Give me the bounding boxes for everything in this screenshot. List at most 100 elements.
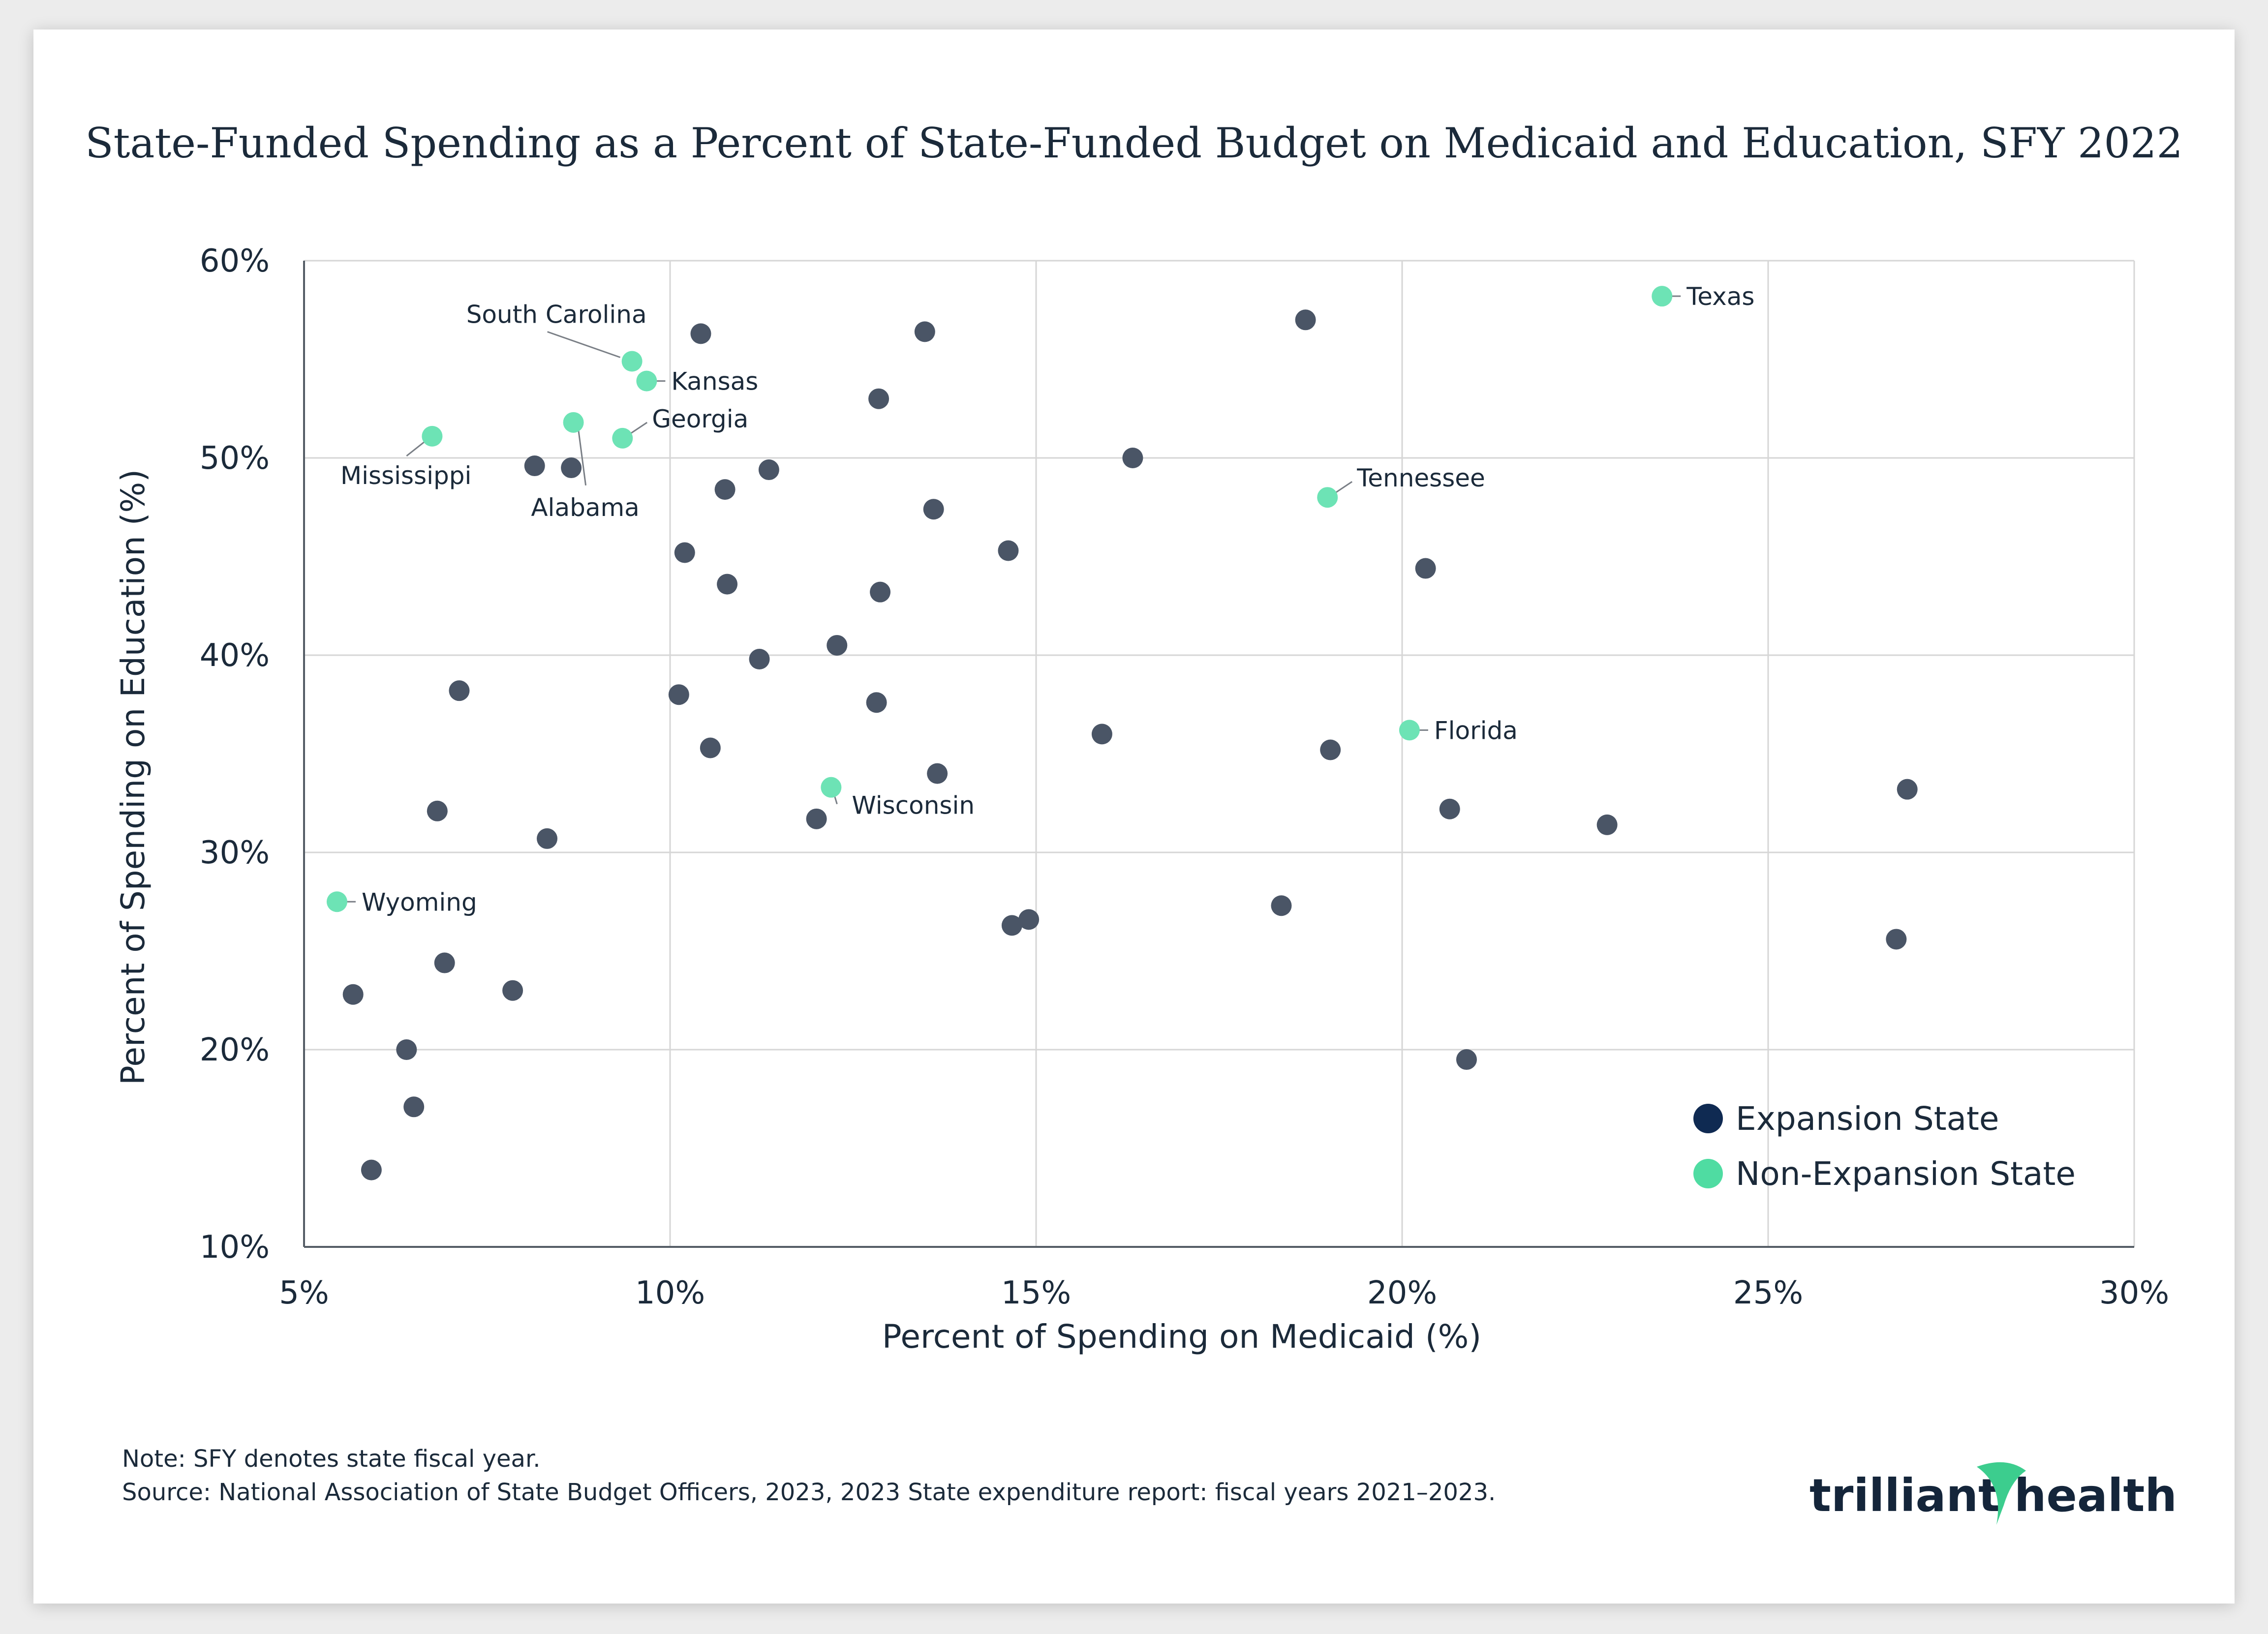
point-wyoming [326, 891, 347, 912]
logo-swoosh-icon [1977, 1462, 2026, 1525]
chart-title: State-Funded Spending as a Percent of St… [85, 119, 2183, 167]
point-expansion-state [502, 980, 523, 1001]
point-expansion-state [749, 649, 770, 670]
point-expansion-state [434, 952, 455, 973]
y-axis-label: Percent of Spending on Education (%) [114, 469, 152, 1085]
point-expansion-state [427, 800, 448, 821]
point-expansion-state [1295, 309, 1316, 331]
y-tick-label: 40% [200, 637, 270, 674]
point-expansion-state [717, 574, 738, 595]
label-alabama: Alabama [531, 493, 639, 522]
legend-expansion-marker [1693, 1104, 1723, 1133]
x-tick-label: 20% [1367, 1275, 1437, 1311]
point-expansion-state [537, 828, 558, 849]
point-expansion-state [1415, 558, 1436, 579]
y-tick-label: 30% [200, 835, 270, 871]
point-expansion-state [396, 1039, 417, 1060]
x-tick-label: 25% [1733, 1275, 1803, 1311]
point-georgia [612, 427, 633, 449]
point-expansion-state [806, 808, 827, 829]
gridlines [304, 260, 2135, 1247]
y-tick-label: 10% [200, 1229, 270, 1266]
y-tick-label: 20% [200, 1032, 270, 1068]
label-texas: Texas [1686, 282, 1754, 311]
x-axis-label: Percent of Spending on Medicaid (%) [882, 1318, 1481, 1356]
note-text: Note: SFY denotes state fiscal year. [122, 1445, 541, 1473]
point-expansion-state [1091, 724, 1112, 745]
tick-labels: 5% 10% 15% 20% 25% 30%10%20%30%40%50%60% [200, 243, 2169, 1311]
label-mississippi: Mississippi [340, 461, 471, 490]
point-expansion-state [914, 321, 935, 342]
point-expansion-state [700, 737, 721, 758]
point-expansion-state [866, 692, 887, 713]
logo-wordmark-right: health [2014, 1469, 2177, 1522]
label-wisconsin: Wisconsin [852, 791, 975, 820]
leader-mississippi [406, 440, 426, 457]
point-expansion-state [1886, 929, 1907, 950]
point-alabama [563, 412, 584, 433]
data-points [326, 286, 1918, 1180]
point-expansion-state [403, 1096, 425, 1118]
point-expansion-state [1320, 739, 1341, 760]
x-tick-label: 5% [279, 1275, 329, 1311]
x-tick-label: 30% [2099, 1275, 2169, 1311]
point-wisconsin [821, 777, 842, 798]
point-expansion-state [690, 323, 711, 344]
point-expansion-state [1001, 915, 1022, 936]
point-expansion-state [1122, 448, 1143, 468]
point-expansion-state [998, 540, 1019, 561]
point-expansion-state [561, 457, 582, 479]
leader-alabama [578, 429, 587, 486]
point-tennessee [1317, 487, 1338, 508]
y-tick-label: 50% [200, 440, 270, 477]
legend-expansion-label: Expansion State [1736, 1100, 1999, 1138]
point-expansion-state [342, 984, 364, 1005]
point-kansas [636, 370, 657, 392]
x-tick-label: 15% [1001, 1275, 1071, 1311]
point-expansion-state [827, 635, 848, 656]
point-mississippi [422, 425, 443, 447]
point-expansion-state [927, 763, 948, 784]
leader-tennessee [1334, 481, 1353, 494]
y-tick-label: 60% [200, 243, 270, 279]
label-south-carolina: South Carolina [466, 301, 647, 329]
scatter-chart: 5% 10% 15% 20% 25% 30%10%20%30%40%50%60% Texa… [85, 119, 2183, 1525]
legend-non-expansion-label: Non-Expansion State [1736, 1155, 2076, 1193]
label-tennessee: Tennessee [1356, 464, 1485, 492]
label-florida: Florida [1434, 716, 1518, 745]
leader-south-carolina [547, 331, 621, 358]
label-wyoming: Wyoming [362, 888, 477, 916]
annotation-leaders [343, 295, 1681, 903]
point-florida [1399, 720, 1420, 741]
point-expansion-state [1439, 798, 1460, 819]
x-tick-label: 10% [635, 1275, 705, 1311]
point-expansion-state [1596, 814, 1618, 835]
point-annotations: Texas South Carolina Kansas Georgia Alabama M… [340, 282, 1754, 916]
leader-georgia [629, 422, 648, 435]
logo-wordmark-left: trilliant [1809, 1469, 2000, 1522]
point-expansion-state [870, 581, 891, 603]
point-expansion-state [923, 499, 944, 520]
point-expansion-state [449, 680, 470, 701]
point-texas [1652, 286, 1673, 307]
trilliant-health-logo: trilliant health [1809, 1462, 2177, 1525]
point-expansion-state [1456, 1049, 1477, 1070]
point-expansion-state [361, 1159, 382, 1180]
source-text: Source: National Association of State Bu… [122, 1479, 1496, 1506]
label-georgia: Georgia [652, 405, 748, 433]
point-expansion-state [1897, 779, 1918, 800]
legend: Expansion State Non-Expansion State [1693, 1100, 2076, 1193]
point-expansion-state [668, 684, 689, 705]
point-expansion-state [674, 542, 695, 563]
chart-card: 5% 10% 15% 20% 25% 30% 10% 20% 30% 40% 50% 60% Texa… [33, 30, 2235, 1604]
point-expansion-state [868, 388, 889, 409]
point-expansion-state [1271, 895, 1292, 916]
point-expansion-state [714, 479, 736, 500]
point-expansion-state [1018, 909, 1040, 930]
legend-non-expansion-marker [1693, 1159, 1723, 1188]
label-kansas: Kansas [671, 367, 758, 396]
point-expansion-state [758, 459, 779, 481]
axes [303, 261, 2134, 1248]
point-south-carolina [621, 351, 643, 372]
point-expansion-state [524, 455, 545, 477]
